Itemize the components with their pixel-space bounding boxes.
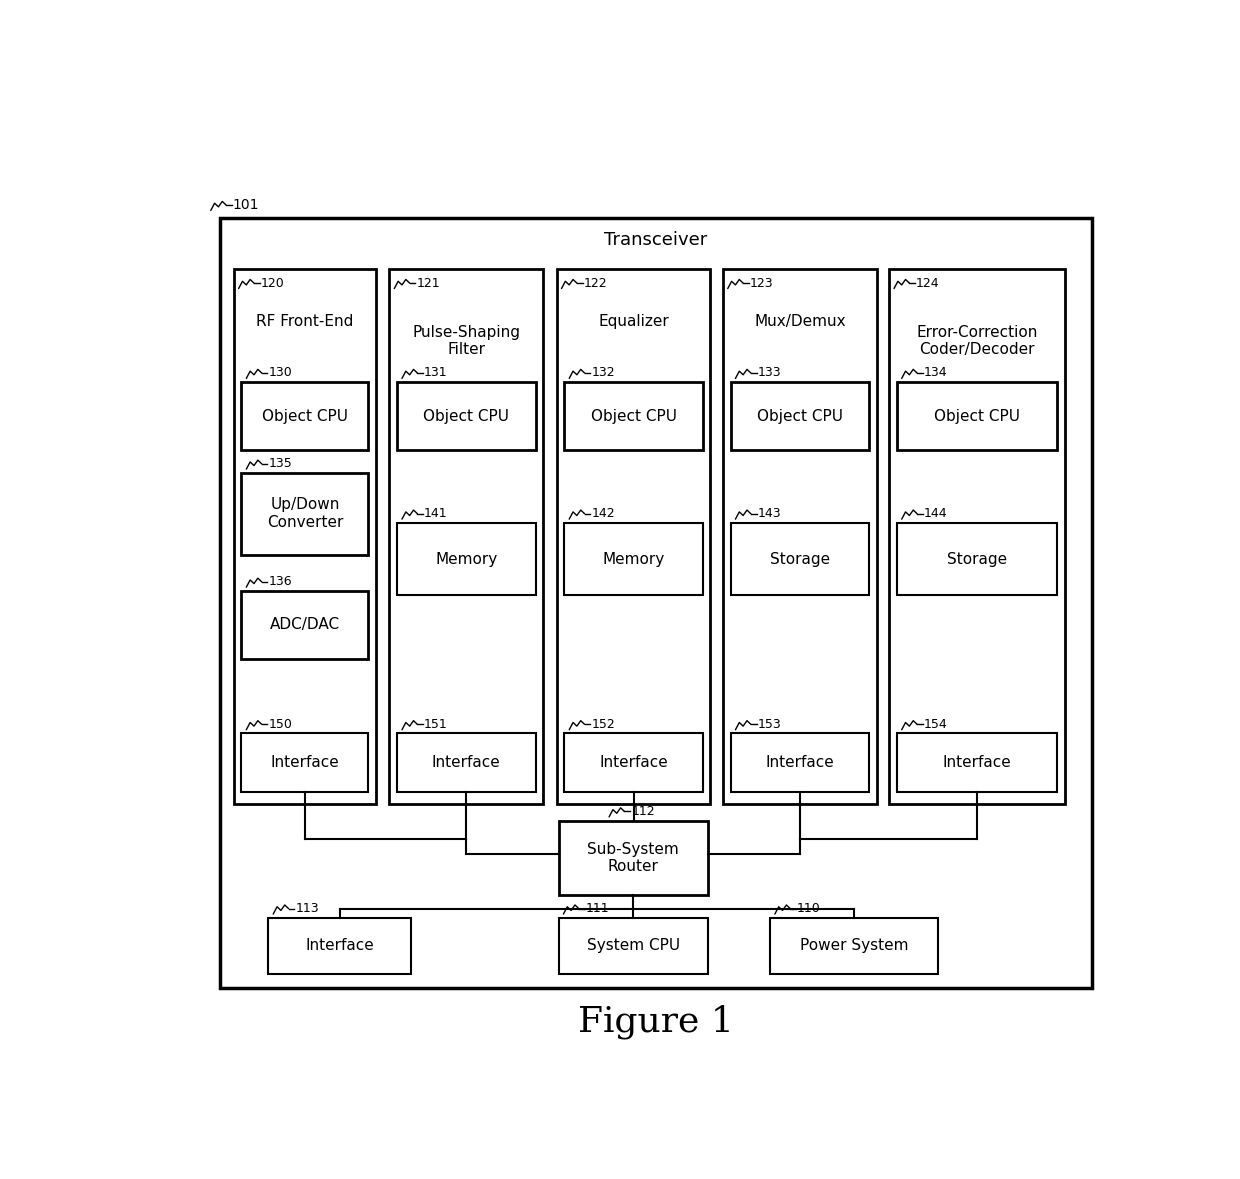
- Text: 110: 110: [797, 902, 821, 915]
- Text: Interface: Interface: [305, 938, 374, 954]
- Bar: [242, 733, 368, 792]
- Bar: [564, 522, 703, 595]
- Text: 143: 143: [758, 507, 781, 520]
- Text: 131: 131: [424, 367, 448, 380]
- Text: 133: 133: [758, 367, 781, 380]
- Text: Up/Down
Converter: Up/Down Converter: [267, 498, 343, 529]
- Bar: [730, 733, 869, 792]
- Bar: [389, 269, 543, 804]
- Bar: [242, 473, 368, 554]
- Bar: [730, 522, 869, 595]
- Bar: [558, 917, 708, 974]
- Bar: [234, 269, 376, 804]
- Bar: [397, 382, 536, 450]
- Text: Power System: Power System: [800, 938, 909, 954]
- Text: Error-Correction
Coder/Decoder: Error-Correction Coder/Decoder: [916, 325, 1038, 357]
- Bar: [557, 269, 711, 804]
- Text: Memory: Memory: [603, 552, 665, 567]
- Text: Pulse-Shaping
Filter: Pulse-Shaping Filter: [413, 325, 521, 357]
- Text: Object CPU: Object CPU: [934, 409, 1021, 423]
- Bar: [242, 382, 368, 450]
- Text: 121: 121: [417, 277, 440, 290]
- Bar: [770, 917, 939, 974]
- Bar: [723, 269, 877, 804]
- Text: Object CPU: Object CPU: [590, 409, 677, 423]
- Text: System CPU: System CPU: [587, 938, 680, 954]
- Text: 136: 136: [268, 575, 293, 588]
- Text: Object CPU: Object CPU: [262, 409, 348, 423]
- Text: 112: 112: [631, 805, 655, 818]
- Bar: [564, 733, 703, 792]
- Bar: [730, 382, 869, 450]
- Bar: [564, 382, 703, 450]
- Bar: [397, 733, 536, 792]
- Text: 124: 124: [916, 277, 940, 290]
- Text: 150: 150: [268, 718, 293, 731]
- Text: 152: 152: [591, 718, 615, 731]
- Text: 132: 132: [591, 367, 615, 380]
- Text: 134: 134: [924, 367, 947, 380]
- Text: 123: 123: [750, 277, 774, 290]
- Text: Object CPU: Object CPU: [756, 409, 843, 423]
- Text: 111: 111: [585, 902, 609, 915]
- Text: Transceiver: Transceiver: [604, 231, 707, 250]
- Text: 113: 113: [295, 902, 319, 915]
- Text: Interface: Interface: [270, 756, 340, 770]
- Text: 154: 154: [924, 718, 947, 731]
- Text: 144: 144: [924, 507, 947, 520]
- Text: 120: 120: [260, 277, 284, 290]
- Text: Sub-System
Router: Sub-System Router: [588, 842, 680, 874]
- Text: 142: 142: [591, 507, 615, 520]
- Text: 141: 141: [424, 507, 448, 520]
- Text: RF Front-End: RF Front-End: [257, 314, 353, 329]
- Text: 135: 135: [268, 457, 293, 470]
- Bar: [397, 522, 536, 595]
- Bar: [897, 382, 1058, 450]
- Bar: [889, 269, 1065, 804]
- Bar: [897, 522, 1058, 595]
- Bar: [268, 917, 410, 974]
- Text: Mux/Demux: Mux/Demux: [754, 314, 846, 329]
- Text: Interface: Interface: [599, 756, 668, 770]
- Text: Interface: Interface: [432, 756, 501, 770]
- Bar: [558, 821, 708, 895]
- Text: 153: 153: [758, 718, 781, 731]
- Bar: [242, 591, 368, 659]
- Text: Interface: Interface: [942, 756, 1012, 770]
- Bar: [897, 733, 1058, 792]
- Text: Equalizer: Equalizer: [598, 314, 668, 329]
- Text: Interface: Interface: [765, 756, 835, 770]
- Text: 101: 101: [233, 198, 259, 212]
- Text: 151: 151: [424, 718, 448, 731]
- Text: 122: 122: [584, 277, 608, 290]
- Text: Storage: Storage: [947, 552, 1007, 567]
- Text: Object CPU: Object CPU: [423, 409, 510, 423]
- Text: Memory: Memory: [435, 552, 497, 567]
- Text: Storage: Storage: [770, 552, 830, 567]
- Text: ADC/DAC: ADC/DAC: [270, 618, 340, 632]
- Bar: [221, 218, 1092, 988]
- Text: Figure 1: Figure 1: [578, 1005, 734, 1040]
- Text: 130: 130: [268, 367, 293, 380]
